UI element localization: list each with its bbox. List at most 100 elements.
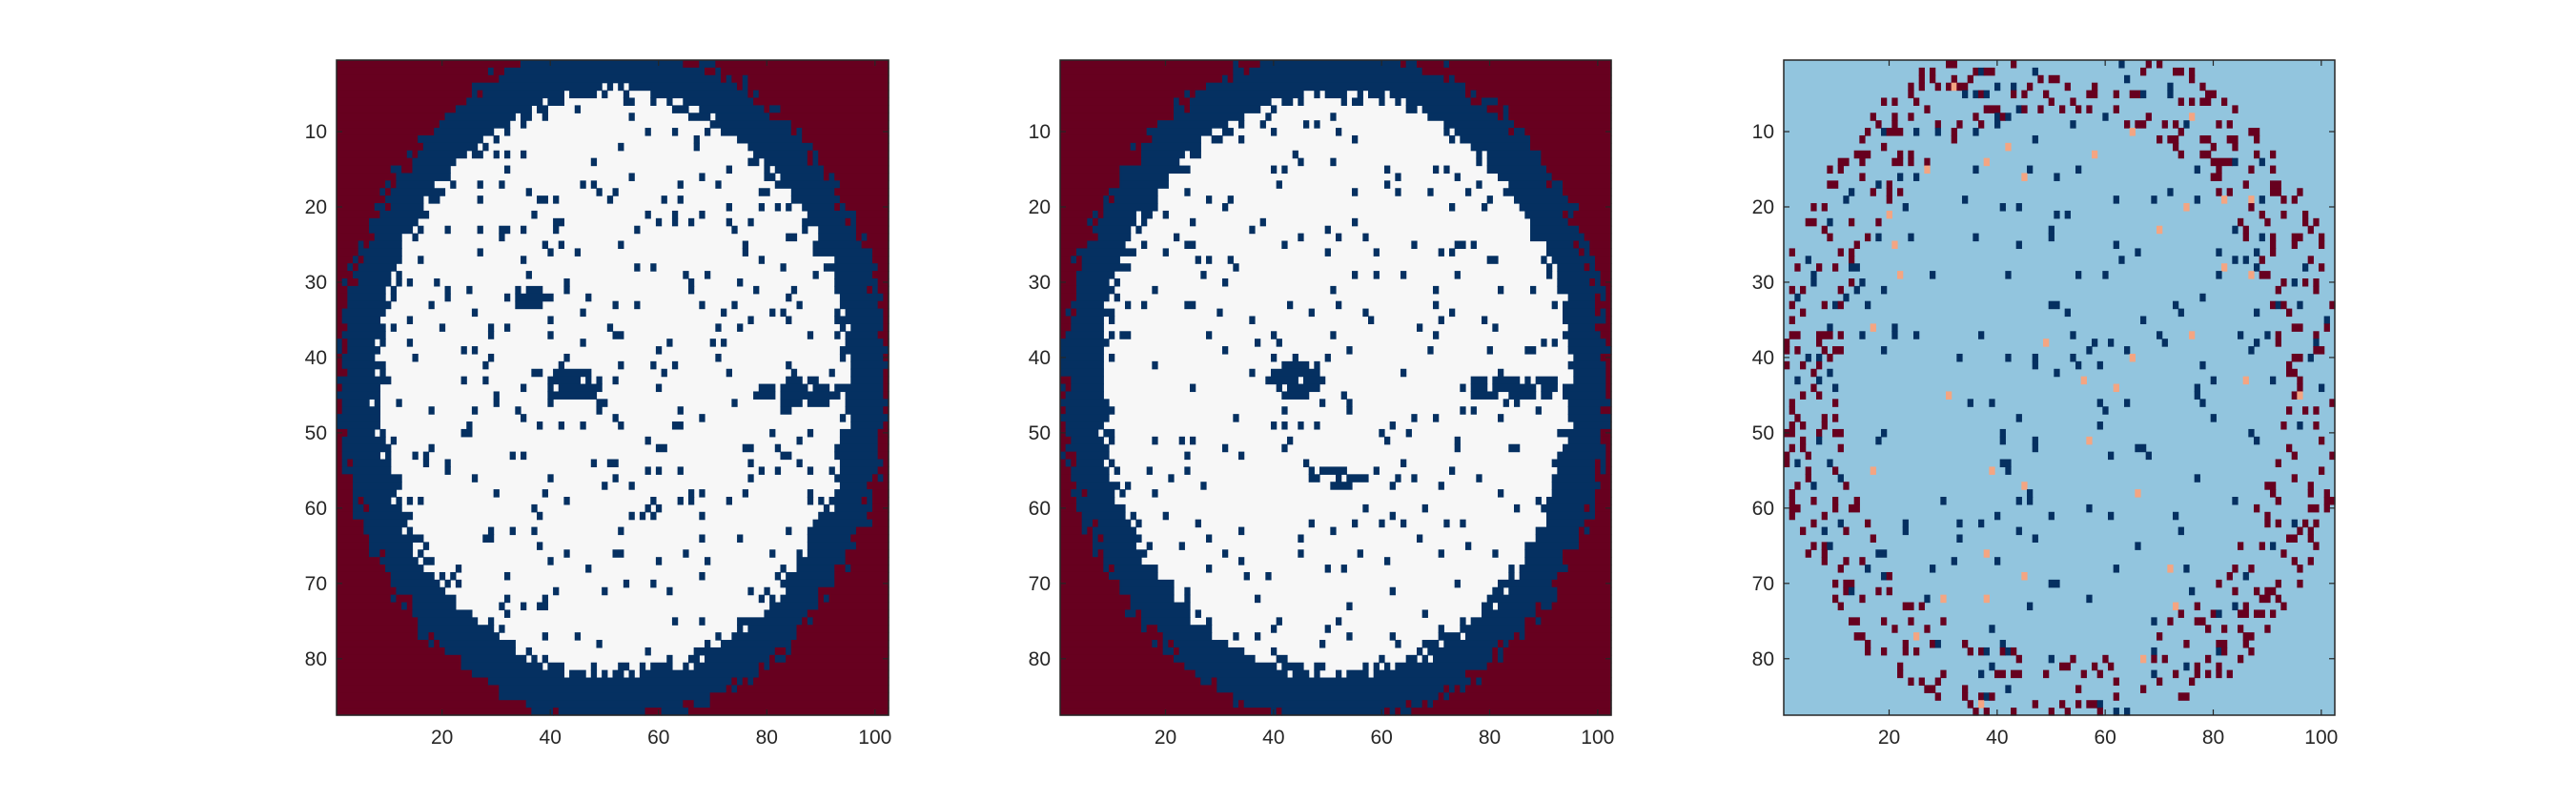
- heatmap-cell-boundary: [726, 74, 732, 84]
- heatmap-cell-positive: [2140, 685, 2147, 693]
- heatmap-cell-negative: [2096, 700, 2103, 709]
- heatmap-cell-negative: [1794, 293, 1801, 302]
- heatmap-cell-outside: [1465, 90, 1472, 99]
- heatmap-cell-positive: [1875, 217, 1882, 227]
- heatmap-cell-negative: [1902, 519, 1909, 528]
- heatmap-cell-boundary: [1563, 391, 1606, 400]
- heatmap-cell-outside: [877, 436, 889, 445]
- heatmap-cell-boundary: [1519, 632, 1525, 641]
- heatmap-cell-boundary: [466, 285, 473, 295]
- heatmap-cell-boundary: [1589, 503, 1596, 513]
- heatmap-cell-boundary: [1557, 285, 1606, 295]
- heatmap-cell-negative: [2075, 271, 2082, 279]
- heatmap-cell-boundary: [796, 128, 803, 136]
- heatmap-cell-outside: [1060, 293, 1077, 302]
- heatmap-cell-boundary: [418, 549, 424, 558]
- heatmap-cell-negative: [1853, 285, 1860, 295]
- heatmap-cell-outside: [1109, 565, 1115, 573]
- heatmap-cell-positive: [2329, 399, 2336, 407]
- heatmap-cell-boundary: [780, 383, 808, 393]
- heatmap-cell-boundary: [1427, 647, 1493, 656]
- heatmap-cell-negative: [1816, 376, 1823, 385]
- heatmap-cell-outside: [337, 203, 376, 212]
- heatmap-cell-boundary: [1195, 669, 1288, 679]
- heatmap-cell-boundary: [1535, 526, 1580, 536]
- heatmap-cell-positive: [1789, 497, 1795, 505]
- heatmap-cell-boundary: [1130, 142, 1136, 152]
- heatmap-cell-boundary: [434, 632, 500, 641]
- heatmap-cell-boundary: [634, 300, 641, 310]
- heatmap-cell-positive: [1978, 692, 1985, 701]
- heatmap-cell-negative: [2048, 225, 2055, 235]
- heatmap-cell-outside: [337, 586, 398, 596]
- heatmap-cell-boundary: [515, 293, 554, 302]
- heatmap-cell-boundary: [1476, 474, 1482, 483]
- heatmap-cell-outside: [337, 519, 364, 528]
- heatmap-cell-outside: [1060, 565, 1104, 573]
- heatmap-cell-boundary: [731, 685, 738, 693]
- heatmap-cell-boundary: [1222, 74, 1229, 84]
- heatmap-cell-boundary: [353, 474, 402, 483]
- y-tick-label: 70: [1029, 573, 1051, 595]
- heatmap-cell-boundary: [1530, 233, 1585, 242]
- heatmap-cell-outside: [1060, 300, 1072, 310]
- heatmap-cell-negative: [1999, 436, 2006, 445]
- heatmap-cell-boundary: [434, 128, 495, 136]
- heatmap-cell-boundary: [687, 489, 695, 498]
- heatmap-cell-positive: [2307, 256, 2314, 264]
- heatmap-cell-boundary: [379, 557, 419, 565]
- heatmap-cell-boundary: [1535, 497, 1542, 505]
- heatmap-cell-boundary: [655, 346, 663, 355]
- heatmap-cell-outside: [883, 339, 889, 347]
- heatmap-cell-boundary: [1395, 188, 1401, 196]
- heatmap-cell-outside: [1060, 594, 1132, 604]
- heatmap-cell-outside: [1600, 406, 1612, 415]
- heatmap-cell-boundary: [1271, 353, 1278, 362]
- heatmap-cell-boundary: [590, 180, 598, 189]
- heatmap-cell-outside: [337, 248, 359, 257]
- heatmap-cell-boundary: [487, 677, 732, 687]
- heatmap-cell-boundary: [1336, 474, 1342, 483]
- heatmap-cell-small-positive: [1946, 391, 1952, 400]
- heatmap-cell-positive: [2302, 217, 2309, 227]
- heatmap-cell-positive: [2280, 421, 2287, 430]
- heatmap-cell-positive: [1865, 647, 1871, 656]
- heatmap-cell-positive: [1805, 217, 1817, 227]
- heatmap-cell-boundary: [341, 316, 381, 324]
- heatmap-cell-positive: [1800, 436, 1807, 445]
- heatmap-cell-outside: [1060, 90, 1185, 99]
- heatmap-cell-positive: [1805, 549, 1811, 558]
- heatmap-cell-boundary: [547, 331, 554, 339]
- heatmap-cell-positive: [1891, 97, 1898, 106]
- heatmap-cell-positive: [1859, 594, 1866, 604]
- heatmap-cell-positive: [2270, 300, 2277, 310]
- heatmap-cell-negative: [1983, 90, 1990, 99]
- heatmap-cell-boundary: [341, 308, 386, 318]
- heatmap-cell-negative: [2096, 421, 2103, 430]
- x-tick-label: 80: [1479, 727, 1501, 749]
- heatmap-cell-boundary: [444, 647, 516, 656]
- heatmap-cell-boundary: [547, 316, 554, 324]
- heatmap-cell-boundary: [574, 248, 582, 257]
- heatmap-cell-boundary: [1190, 383, 1196, 393]
- heatmap-cell-boundary: [1119, 586, 1175, 596]
- heatmap-cell-boundary: [1443, 60, 1450, 69]
- heatmap-cell-negative: [2048, 579, 2060, 588]
- heatmap-cell-positive: [2059, 105, 2066, 113]
- heatmap-cell-positive: [1983, 708, 1990, 716]
- heatmap-cell-boundary: [1303, 120, 1310, 129]
- heatmap-cell-boundary: [1130, 602, 1191, 611]
- heatmap-cell-boundary: [1460, 625, 1525, 633]
- heatmap-cell-positive: [1865, 128, 1871, 136]
- heatmap-cell-boundary: [747, 586, 754, 596]
- heatmap-cell-boundary: [547, 662, 565, 671]
- heatmap-cell-boundary: [1103, 210, 1136, 219]
- heatmap-cell-outside: [1060, 654, 1175, 664]
- heatmap-cell-boundary: [1438, 316, 1444, 324]
- heatmap-cell-outside: [1060, 542, 1094, 550]
- heatmap-cell-boundary: [1470, 383, 1488, 393]
- heatmap-cell-outside: [358, 497, 364, 505]
- heatmap-cell-boundary: [1443, 692, 1450, 701]
- heatmap-cell-boundary: [1119, 165, 1191, 175]
- heatmap-cell-outside: [790, 647, 889, 656]
